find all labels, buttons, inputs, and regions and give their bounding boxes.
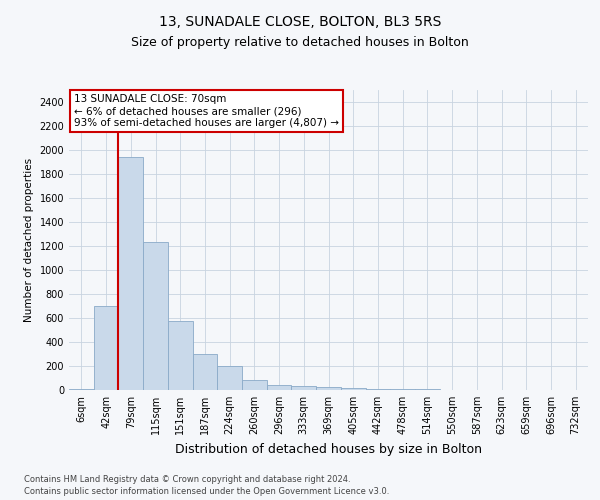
Text: 13, SUNADALE CLOSE, BOLTON, BL3 5RS: 13, SUNADALE CLOSE, BOLTON, BL3 5RS bbox=[159, 16, 441, 30]
Bar bbox=[316, 388, 341, 390]
Text: Size of property relative to detached houses in Bolton: Size of property relative to detached ho… bbox=[131, 36, 469, 49]
Bar bbox=[217, 366, 242, 390]
Bar bbox=[390, 389, 415, 390]
Bar bbox=[118, 157, 143, 390]
Bar bbox=[69, 389, 94, 390]
Bar bbox=[341, 388, 365, 390]
Text: 13 SUNADALE CLOSE: 70sqm
← 6% of detached houses are smaller (296)
93% of semi-d: 13 SUNADALE CLOSE: 70sqm ← 6% of detache… bbox=[74, 94, 339, 128]
Bar bbox=[143, 242, 168, 390]
Bar bbox=[94, 306, 118, 390]
Bar bbox=[242, 380, 267, 390]
Bar bbox=[292, 386, 316, 390]
Text: Contains public sector information licensed under the Open Government Licence v3: Contains public sector information licen… bbox=[24, 486, 389, 496]
X-axis label: Distribution of detached houses by size in Bolton: Distribution of detached houses by size … bbox=[175, 442, 482, 456]
Bar bbox=[267, 385, 292, 390]
Bar bbox=[168, 321, 193, 390]
Text: Contains HM Land Registry data © Crown copyright and database right 2024.: Contains HM Land Registry data © Crown c… bbox=[24, 476, 350, 484]
Y-axis label: Number of detached properties: Number of detached properties bbox=[24, 158, 34, 322]
Bar bbox=[365, 388, 390, 390]
Bar bbox=[193, 354, 217, 390]
